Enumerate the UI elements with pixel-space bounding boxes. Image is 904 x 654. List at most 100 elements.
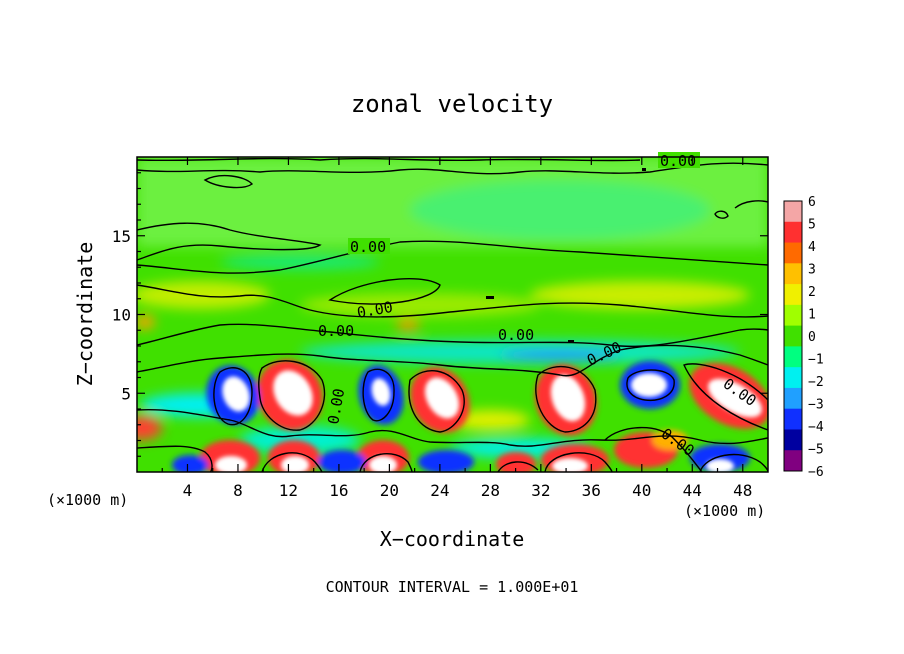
contour-neg-core-2 bbox=[362, 368, 395, 422]
colorbar-segment bbox=[784, 242, 802, 264]
negative-core-2 bbox=[371, 378, 391, 406]
cyan-streak-left bbox=[220, 254, 380, 270]
colorbar-tick-label: −3 bbox=[808, 398, 824, 413]
colorbar-tick-label: 3 bbox=[808, 263, 816, 278]
contour-neg-core-3 bbox=[626, 369, 675, 402]
surface-core-4 bbox=[552, 458, 588, 472]
contour-lower-mid bbox=[137, 323, 768, 348]
colorbar-segment bbox=[784, 408, 802, 430]
contour-label-bg-1 bbox=[348, 238, 390, 254]
orange-spot-left bbox=[137, 315, 155, 329]
contour-main-upper bbox=[137, 240, 768, 274]
x-unit-label-left: (×1000 m) bbox=[47, 491, 128, 509]
colorbar-tick-label: 0 bbox=[808, 330, 816, 345]
colorbar-segment bbox=[784, 346, 802, 368]
colorbar-tick-label: 2 bbox=[808, 285, 816, 300]
colorbar: 6 5 4 3 2 1 0 −1 −2 −3 −4 −5 −6 bbox=[783, 195, 824, 480]
contour-lower-8 bbox=[699, 453, 768, 472]
contour-top-1 bbox=[137, 157, 641, 162]
orange-spot-mid bbox=[396, 320, 420, 330]
contour-dot-2 bbox=[568, 340, 574, 343]
x-tick-label: 40 bbox=[632, 481, 651, 500]
positive-core-1 bbox=[273, 370, 313, 416]
contour-dots bbox=[486, 168, 646, 343]
x-tick-label: 36 bbox=[582, 481, 601, 500]
x-tick-label: 16 bbox=[329, 481, 348, 500]
contour-lower-1 bbox=[137, 408, 768, 447]
contour-closed-top-left bbox=[203, 174, 254, 189]
y-tick-label: 15 bbox=[112, 227, 131, 246]
x-tick-label: 24 bbox=[430, 481, 449, 500]
colorbar-frame bbox=[783, 200, 803, 472]
colorbar-tick-label: 5 bbox=[808, 218, 816, 233]
contour-label-4: 0.00 bbox=[318, 322, 354, 340]
contour-label-5: 0.00 bbox=[498, 326, 534, 344]
contour-upper-left bbox=[137, 222, 322, 261]
surface-blue-1 bbox=[172, 455, 208, 472]
surface-core-5 bbox=[706, 459, 734, 472]
x-tick-label: 48 bbox=[733, 481, 752, 500]
contour-label-2: 0.00 bbox=[660, 152, 696, 170]
x-tick-label: 8 bbox=[233, 481, 243, 500]
zero-contours bbox=[137, 157, 768, 472]
contour-dot-1 bbox=[486, 296, 494, 299]
colorbar-segment bbox=[784, 284, 802, 306]
contour-dot-3 bbox=[642, 168, 646, 171]
colorbar-segment bbox=[784, 201, 802, 223]
contour-middle-closed bbox=[328, 278, 441, 305]
contour-middle bbox=[137, 284, 768, 318]
colorbar-segment bbox=[784, 367, 802, 389]
positive-core-4 bbox=[708, 378, 762, 418]
chart-title: zonal velocity bbox=[351, 90, 553, 118]
axis-ticks bbox=[137, 157, 768, 472]
contour-closed-small bbox=[714, 210, 729, 219]
colorbar-tick-label: −2 bbox=[808, 375, 824, 390]
contour-core-ring-3 bbox=[535, 365, 597, 433]
field-image bbox=[137, 157, 768, 472]
contour-core-ring-4 bbox=[683, 363, 768, 431]
colorbar-segment bbox=[784, 450, 802, 472]
contour-label-1: 0.00 bbox=[350, 238, 386, 256]
x-axis-title: X−coordinate bbox=[380, 527, 525, 551]
y-tick-label: 5 bbox=[121, 384, 131, 403]
colorbar-tick-label: −4 bbox=[808, 420, 824, 435]
x-tick-label: 4 bbox=[183, 481, 193, 500]
colorbar-tick-label: −6 bbox=[808, 465, 824, 480]
contour-lower-6 bbox=[544, 452, 613, 472]
surface-blue-2 bbox=[318, 450, 366, 472]
colorbar-tick-label: 4 bbox=[808, 240, 816, 255]
contour-neg-core-1 bbox=[213, 367, 253, 426]
x-unit-label-right: (×1000 m) bbox=[684, 502, 765, 520]
surface-blue-3 bbox=[418, 450, 474, 472]
contour-lower-7 bbox=[604, 426, 703, 472]
colorbar-tick-label: −1 bbox=[808, 353, 824, 368]
colorbar-segment bbox=[784, 325, 802, 347]
cyan-lower-mid bbox=[240, 426, 360, 454]
yellow-band-left bbox=[137, 281, 270, 309]
contour-label-bg-2 bbox=[658, 152, 700, 168]
colorbar-segment bbox=[784, 387, 802, 410]
colorbar-segment bbox=[784, 263, 802, 285]
colorbar-tick-label: 6 bbox=[808, 195, 816, 210]
yellow-band-mid bbox=[300, 293, 540, 317]
blue-streak bbox=[500, 350, 620, 360]
colorbar-tick-label: −5 bbox=[808, 443, 824, 458]
colorbar-tick-label: 1 bbox=[808, 308, 816, 323]
x-tick-label: 12 bbox=[279, 481, 298, 500]
contour-lower-5 bbox=[497, 461, 539, 472]
colorbar-segment bbox=[784, 221, 802, 244]
colorbar-segment bbox=[784, 304, 802, 327]
contour-core-ring-2 bbox=[408, 370, 465, 433]
upper-cyanish-patch bbox=[410, 180, 710, 240]
contour-core-ring-1 bbox=[257, 360, 326, 431]
surface-core-1 bbox=[215, 456, 247, 472]
x-tick-label: 28 bbox=[481, 481, 500, 500]
contour-interval-note: CONTOUR INTERVAL = 1.000E+01 bbox=[326, 578, 579, 596]
contour-lower-2 bbox=[137, 445, 213, 472]
x-tick-label: 32 bbox=[531, 481, 550, 500]
positive-core-2 bbox=[424, 377, 460, 419]
x-tick-label: 44 bbox=[683, 481, 702, 500]
negative-core-1 bbox=[222, 376, 250, 412]
